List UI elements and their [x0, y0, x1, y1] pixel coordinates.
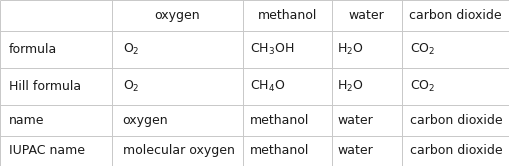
Text: molecular oxygen: molecular oxygen: [123, 144, 235, 157]
Text: O$_{2}$: O$_{2}$: [123, 42, 139, 57]
Text: carbon dioxide: carbon dioxide: [409, 9, 501, 22]
Text: O$_{2}$: O$_{2}$: [123, 79, 139, 94]
Text: formula: formula: [9, 43, 57, 56]
Text: carbon dioxide: carbon dioxide: [410, 144, 503, 157]
Text: carbon dioxide: carbon dioxide: [410, 114, 503, 127]
Text: oxygen: oxygen: [123, 114, 168, 127]
Text: H$_{2}$O: H$_{2}$O: [337, 42, 364, 57]
Text: H$_{2}$O: H$_{2}$O: [337, 79, 364, 94]
Text: methanol: methanol: [250, 144, 309, 157]
Text: name: name: [9, 114, 44, 127]
Text: CO$_{2}$: CO$_{2}$: [410, 42, 436, 57]
Text: water: water: [337, 144, 373, 157]
Text: methanol: methanol: [250, 114, 309, 127]
Text: CH$_{4}$O: CH$_{4}$O: [250, 79, 285, 94]
Text: water: water: [337, 114, 373, 127]
Text: IUPAC name: IUPAC name: [9, 144, 85, 157]
Text: Hill formula: Hill formula: [9, 80, 81, 93]
Text: methanol: methanol: [258, 9, 317, 22]
Text: CH$_{3}$OH: CH$_{3}$OH: [250, 42, 294, 57]
Text: CO$_{2}$: CO$_{2}$: [410, 79, 436, 94]
Text: water: water: [349, 9, 384, 22]
Text: oxygen: oxygen: [155, 9, 200, 22]
